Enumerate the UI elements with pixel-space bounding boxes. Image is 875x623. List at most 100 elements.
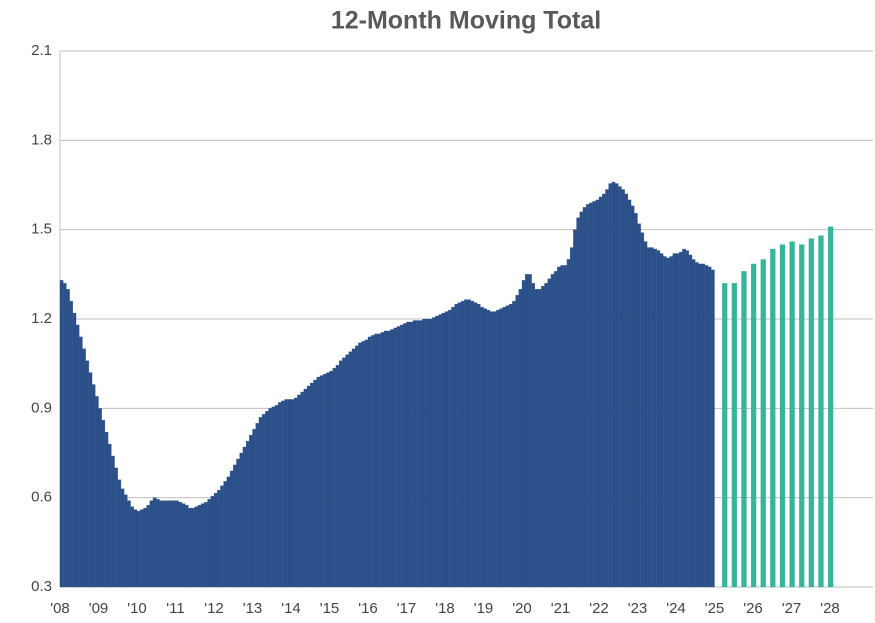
bar (239, 452, 244, 588)
y-tick-label: 1.5 (31, 221, 52, 238)
x-tick-label: '09 (89, 600, 109, 617)
x-tick-label: '24 (666, 600, 686, 617)
bar (476, 303, 481, 588)
bar (95, 396, 99, 588)
bar (364, 339, 369, 588)
x-tick-label: '21 (551, 600, 571, 617)
bar (107, 443, 112, 588)
bar (731, 283, 738, 588)
bar (111, 455, 115, 588)
bar (88, 372, 93, 588)
bar (281, 400, 285, 588)
bar (290, 399, 295, 588)
bar (354, 345, 359, 588)
x-tick-label: '17 (397, 600, 417, 617)
bar (316, 376, 321, 588)
bar (274, 405, 279, 588)
bar (779, 244, 786, 588)
bar (358, 342, 362, 588)
bar (162, 500, 167, 588)
x-tick-label: '14 (281, 600, 301, 617)
bar (818, 235, 824, 588)
bar (184, 504, 189, 588)
y-tick-label: 2.1 (31, 42, 52, 59)
x-tick-label: '18 (435, 600, 455, 617)
bar (656, 250, 661, 588)
bar (789, 241, 795, 588)
bar (672, 253, 677, 588)
bar (140, 509, 144, 588)
bar (448, 309, 452, 588)
bar (808, 238, 815, 588)
bar (123, 494, 128, 588)
bar (284, 399, 288, 588)
bar (518, 289, 523, 588)
x-tick-label: '15 (320, 600, 340, 617)
bar (627, 199, 632, 588)
bar (480, 306, 484, 588)
bar (326, 372, 330, 588)
bar (467, 299, 471, 588)
bar (303, 388, 308, 588)
bar (695, 262, 699, 588)
bar (204, 501, 208, 588)
bar (390, 329, 394, 588)
bar (127, 500, 131, 588)
bar (120, 488, 125, 588)
bar (531, 283, 536, 588)
x-tick-label: '28 (820, 600, 840, 617)
bar (675, 253, 680, 588)
bar (486, 309, 491, 588)
bar (679, 251, 683, 588)
bar (557, 266, 561, 588)
bar (662, 256, 667, 588)
bar (483, 308, 487, 588)
bar (117, 479, 122, 588)
bar (194, 506, 199, 588)
bar (297, 394, 301, 588)
bar (701, 263, 706, 588)
x-tick-label: '12 (204, 600, 224, 617)
bar (441, 312, 446, 588)
x-tick-label: '19 (474, 600, 494, 617)
bar (66, 289, 70, 588)
x-tick-label: '22 (589, 600, 609, 617)
bar (85, 360, 90, 588)
bar (210, 495, 215, 588)
bar (711, 269, 715, 588)
bar (207, 498, 211, 588)
bar (217, 490, 221, 588)
bar (242, 446, 247, 588)
bar (640, 232, 645, 588)
bar (560, 265, 564, 588)
bar (393, 327, 398, 588)
bar (505, 305, 510, 588)
x-tick-label: '13 (243, 600, 263, 617)
bar (566, 259, 571, 588)
bar (608, 183, 613, 588)
bar (345, 354, 349, 588)
bar (69, 300, 74, 588)
y-tick-label: 0.3 (31, 578, 52, 595)
bar (569, 247, 574, 588)
bar (770, 248, 776, 588)
bar (277, 402, 282, 588)
bar (181, 503, 186, 588)
chart-title: 12-Month Moving Total (331, 7, 601, 35)
bar (688, 254, 693, 588)
bar (143, 507, 147, 588)
bar (220, 485, 224, 588)
bar (377, 333, 382, 588)
bar (637, 223, 641, 588)
bar (168, 500, 173, 588)
bar (547, 278, 552, 588)
bar (313, 379, 317, 588)
bar (422, 318, 426, 588)
bar (396, 326, 401, 588)
bar (473, 302, 478, 588)
bar (585, 204, 590, 588)
x-tick-label: '25 (705, 600, 725, 617)
bar (698, 263, 702, 588)
bar (685, 250, 690, 588)
bar (650, 247, 654, 588)
